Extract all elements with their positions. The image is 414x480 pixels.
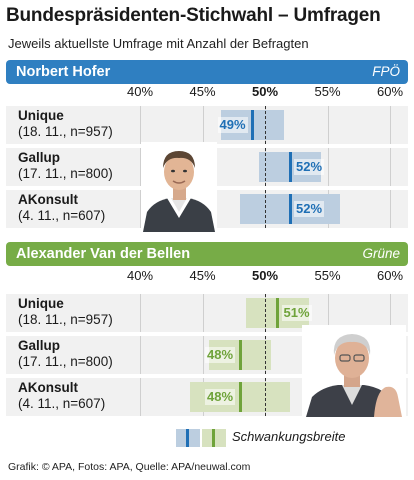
reference-line-50 [265,336,266,374]
reference-line-50 [265,378,266,416]
poll-detail: (18. 11., n=957) [18,312,113,327]
institute-name: AKonsult [18,192,78,207]
tick-label: 55% [314,268,341,283]
candidate-name: Norbert Hofer [16,64,111,80]
poll-value-label: 52% [294,159,325,175]
poll-value-marker [288,152,292,182]
poll-value-label: 51% [281,305,312,321]
grid-line [390,190,391,228]
party-label: Grüne [362,246,400,261]
poll-label: AKonsult (4. 11., n=607) [18,192,105,224]
photo-norbert-hofer [141,142,217,232]
grid-line [390,106,391,144]
grid-line [390,294,391,332]
grid-line [327,294,329,332]
party-label: FPÖ [372,64,400,79]
grid-line [327,148,329,186]
grid-line [327,106,329,144]
poll-label: Gallup (17. 11., n=800) [18,338,113,370]
tick-label: 55% [314,84,341,99]
tick-label: 40% [126,84,154,99]
poll-label: AKonsult (4. 11., n=607) [18,380,105,412]
grid-line [140,336,141,374]
tick-label: 45% [189,268,216,283]
poll-value-label: 48% [205,347,236,363]
poll-detail: (4. 11., n=607) [18,208,106,223]
institute-name: Unique [18,296,64,311]
tick-label: 50% [251,268,279,283]
poll-label: Unique (18. 11., n=957) [18,296,113,328]
institute-name: Gallup [18,338,61,353]
grid-line [140,378,141,416]
tick-label: 40% [126,268,154,283]
poll-value-marker [238,382,242,412]
grid-line [202,336,204,374]
tick-label: 60% [376,268,404,283]
grid-line [140,106,141,144]
poll-detail: (18. 11., n=957) [18,124,113,139]
grid-line [202,294,204,332]
poll-value-label: 48% [205,389,236,405]
reference-line-50 [265,190,266,228]
poll-value-label: 52% [294,201,325,217]
photo-alexander-van-der-bellen [302,325,406,417]
candidate-band-van-der-bellen: Alexander Van der Bellen Grüne [6,242,408,266]
poll-value-label: 49% [217,117,248,133]
poll-row: Unique (18. 11., n=957) 49% [6,106,408,144]
poll-label: Unique (18. 11., n=957) [18,108,113,140]
grid-line [390,148,391,186]
poll-detail: (17. 11., n=800) [18,354,113,369]
tick-label: 45% [189,84,216,99]
source-credit: Grafik: © APA, Fotos: APA, Quelle: APA/n… [8,461,251,473]
poll-detail: (17. 11., n=800) [18,166,113,181]
tick-label: 60% [376,84,404,99]
candidate-name: Alexander Van der Bellen [16,246,191,262]
poll-value-marker [276,298,279,328]
grid-line [140,190,141,228]
grid-line [140,148,141,186]
reference-line-50 [265,106,266,144]
institute-name: AKonsult [18,380,78,395]
poll-value-marker [238,340,242,370]
poll-label: Gallup (17. 11., n=800) [18,150,113,182]
chart-title: Bundespräsidenten-Stichwahl – Umfragen [6,5,381,26]
tick-label: 50% [251,84,279,99]
institute-name: Unique [18,108,64,123]
chart-subtitle: Jeweils aktuellste Umfrage mit Anzahl de… [8,36,309,51]
poll-value-marker [251,110,254,140]
legend-label: Schwankungsbreite [232,429,346,444]
institute-name: Gallup [18,150,61,165]
reference-line-50 [265,294,266,332]
poll-detail: (4. 11., n=607) [18,396,106,411]
grid-line [140,294,141,332]
poll-value-marker [288,194,292,224]
candidate-band-hofer: Norbert Hofer FPÖ [6,60,408,84]
grid-line [202,106,204,144]
reference-line-50 [265,148,266,186]
poll-row: Unique (18. 11., n=957) 51% [6,294,408,332]
